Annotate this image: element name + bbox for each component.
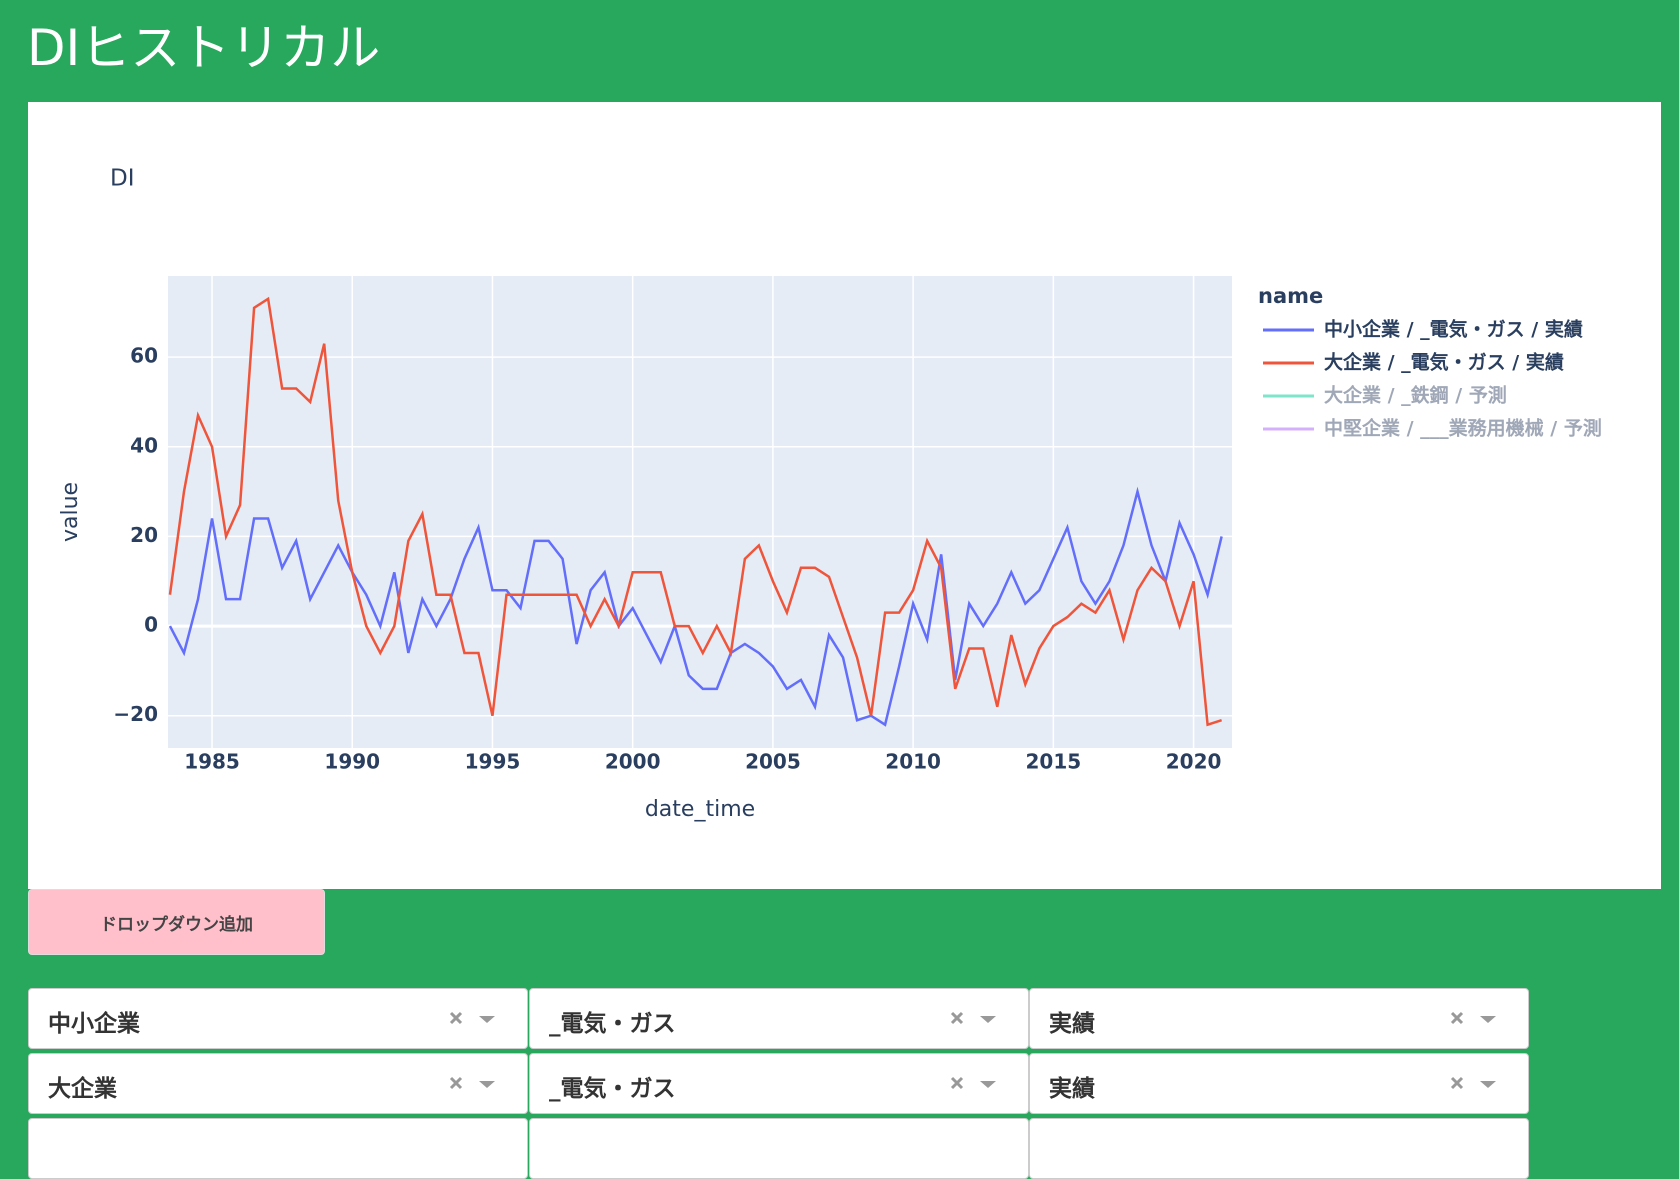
chart-title: DI <box>110 166 135 192</box>
clear-icon[interactable] <box>1450 1011 1464 1025</box>
dropdown-icons[interactable] <box>946 1074 1006 1094</box>
x-tick-label: 2010 <box>885 750 941 774</box>
y-tick-label: −20 <box>113 702 158 726</box>
clear-icon[interactable] <box>950 1011 964 1025</box>
clear-icon[interactable] <box>950 1076 964 1090</box>
dropdown[interactable]: 大企業 <box>28 1053 528 1114</box>
page: DIヒストリカル DI date_time value name 1985 199… <box>27 19 1661 1179</box>
arrow-icon[interactable] <box>479 1016 495 1023</box>
dropdown[interactable] <box>28 1118 528 1179</box>
dropdown[interactable]: 実績 <box>1029 1053 1529 1114</box>
data-line <box>168 296 1223 727</box>
y-tick-label: 20 <box>130 523 158 547</box>
page-title: DIヒストリカル <box>27 19 381 77</box>
x-tick-label: 1990 <box>324 750 380 774</box>
x-tick-label: 2015 <box>1026 750 1082 774</box>
dropdown-value: 実績 <box>1049 1076 1095 1102</box>
arrow-icon[interactable] <box>980 1081 996 1088</box>
chart-panel: DI date_time value name 1985 1990 1995 2000… <box>28 102 1661 889</box>
x-axis-title: date_time <box>645 797 755 822</box>
y-tick-label: 60 <box>130 344 158 368</box>
y-tick-label: 40 <box>130 433 158 457</box>
x-tick-label: 1995 <box>465 750 521 774</box>
dropdown-value: 実績 <box>1049 1011 1095 1037</box>
plot-background <box>168 276 1232 748</box>
clear-icon[interactable] <box>449 1011 463 1025</box>
arrow-icon[interactable] <box>1480 1016 1496 1023</box>
dropdown-value: 大企業 <box>48 1076 117 1102</box>
dropdown-value: _電気・ガス <box>549 1076 676 1102</box>
x-tick-label: 2000 <box>605 750 661 774</box>
dropdown-icons[interactable] <box>946 1009 1006 1029</box>
legend-label[interactable]: 中小企業 / _電気・ガス / 実績 <box>1324 318 1583 341</box>
legend-label[interactable]: 中堅企業 / ___業務用機械 / 予測 <box>1324 417 1602 440</box>
dropdown-icons[interactable] <box>1446 1009 1506 1029</box>
dropdown-value: _電気・ガス <box>549 1011 676 1037</box>
dropdown-value: 中小企業 <box>48 1011 140 1037</box>
legend-label[interactable]: 大企業 / _鉄鋼 / 予測 <box>1324 384 1507 407</box>
x-tick-label: 2020 <box>1166 750 1222 774</box>
arrow-icon[interactable] <box>980 1016 996 1023</box>
dropdown[interactable] <box>1029 1118 1529 1179</box>
clear-icon[interactable] <box>1450 1076 1464 1090</box>
x-tick-label: 1985 <box>184 750 240 774</box>
data-line <box>168 486 1223 727</box>
dropdown[interactable]: _電気・ガス <box>529 1053 1029 1114</box>
arrow-icon[interactable] <box>1480 1081 1496 1088</box>
dropdown[interactable]: _電気・ガス <box>529 988 1029 1049</box>
y-axis-title: value <box>58 482 83 542</box>
dropdown-icons[interactable] <box>445 1009 505 1029</box>
clear-icon[interactable] <box>449 1076 463 1090</box>
legend-title: name <box>1258 284 1323 308</box>
chart: DI date_time value name 1985 1990 1995 2000… <box>58 166 1602 823</box>
dropdown[interactable] <box>529 1118 1029 1179</box>
add-dropdown-button[interactable]: ドロップダウン追加 <box>28 889 325 955</box>
dropdown-icons[interactable] <box>445 1074 505 1094</box>
dropdown-icons[interactable] <box>1446 1074 1506 1094</box>
x-tick-label: 2005 <box>745 750 801 774</box>
y-tick-label: 0 <box>144 613 158 637</box>
legend-label[interactable]: 大企業 / _電気・ガス / 実績 <box>1324 351 1564 374</box>
dropdown[interactable]: 実績 <box>1029 988 1529 1049</box>
arrow-icon[interactable] <box>479 1081 495 1088</box>
dropdown[interactable]: 中小企業 <box>28 988 528 1049</box>
